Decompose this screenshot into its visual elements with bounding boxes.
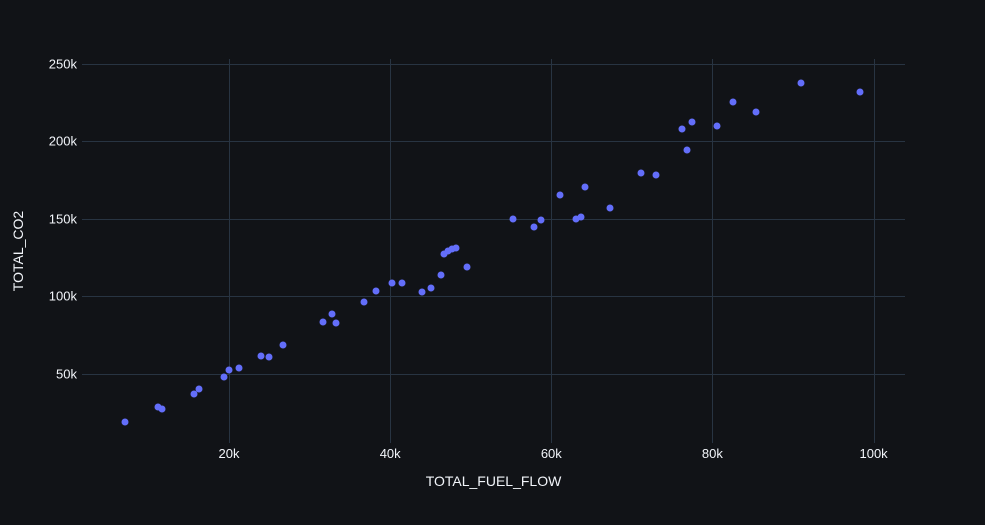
y-tick-label: 100k — [48, 288, 77, 304]
data-point[interactable] — [195, 385, 203, 393]
data-point[interactable] — [265, 353, 272, 360]
y-tick-label: 150k — [48, 211, 77, 226]
data-point[interactable] — [678, 125, 686, 133]
data-point[interactable] — [577, 213, 585, 221]
data-point[interactable] — [752, 108, 760, 116]
data-point[interactable] — [530, 223, 538, 231]
gridline-x-40k — [390, 59, 392, 443]
data-point[interactable] — [448, 245, 456, 253]
data-point[interactable] — [121, 418, 129, 425]
x-axis-title: TOTAL_FUEL_FLOW — [425, 473, 562, 489]
data-point[interactable] — [372, 287, 380, 294]
data-point[interactable] — [572, 215, 579, 223]
data-point[interactable] — [444, 247, 452, 255]
gridline-x-60k — [551, 59, 553, 443]
data-point[interactable] — [427, 284, 434, 292]
data-point[interactable] — [398, 279, 405, 286]
data-point[interactable] — [154, 403, 162, 411]
y-tick-label: 50k — [56, 366, 77, 381]
data-point[interactable] — [606, 204, 614, 212]
y-tick-label: 250k — [48, 56, 77, 71]
data-point[interactable] — [463, 263, 471, 271]
data-point[interactable] — [328, 310, 336, 318]
data-point[interactable] — [581, 183, 589, 191]
data-point[interactable] — [556, 191, 564, 199]
gridline-y-200k — [82, 141, 905, 142]
data-point[interactable] — [637, 169, 645, 176]
data-point[interactable] — [235, 364, 243, 372]
data-point[interactable] — [190, 390, 198, 398]
gridline-y-50k — [82, 373, 905, 375]
data-point[interactable] — [319, 318, 327, 326]
data-point[interactable] — [158, 405, 166, 413]
data-point[interactable] — [257, 352, 265, 360]
data-point[interactable] — [509, 215, 517, 223]
x-tick-label: 60k — [540, 446, 562, 461]
data-point[interactable] — [797, 79, 805, 87]
gridline-y-150k — [82, 218, 905, 220]
x-tick-label: 40k — [379, 446, 401, 461]
data-point[interactable] — [729, 98, 737, 106]
data-point[interactable] — [279, 341, 287, 349]
data-point[interactable] — [652, 171, 660, 179]
data-point[interactable] — [225, 366, 233, 373]
data-point[interactable] — [388, 279, 396, 286]
gridline-x-100k — [873, 59, 875, 443]
gridline-y-250k — [82, 63, 905, 65]
x-tick-label: 80k — [701, 446, 723, 461]
y-tick-label: 200k — [48, 133, 77, 149]
plot-area[interactable] — [82, 59, 905, 443]
data-point[interactable] — [332, 319, 340, 326]
x-tick-label: 20k — [218, 446, 240, 461]
gridline-y-100k — [82, 296, 905, 297]
y-axis-title: TOTAL_CO2 — [10, 210, 26, 292]
gridline-x-80k — [712, 59, 714, 443]
data-point[interactable] — [856, 88, 864, 96]
gridline-x-20k — [229, 59, 230, 443]
data-point[interactable] — [688, 118, 696, 126]
x-tick-label: 100k — [859, 446, 888, 461]
data-point[interactable] — [537, 216, 545, 224]
data-point[interactable] — [418, 288, 426, 295]
data-point[interactable] — [440, 250, 448, 258]
data-point[interactable] — [713, 122, 721, 130]
data-point[interactable] — [452, 244, 460, 252]
data-point[interactable] — [683, 146, 691, 154]
data-point[interactable] — [220, 373, 228, 381]
data-point[interactable] — [360, 298, 368, 305]
data-point[interactable] — [437, 271, 445, 279]
